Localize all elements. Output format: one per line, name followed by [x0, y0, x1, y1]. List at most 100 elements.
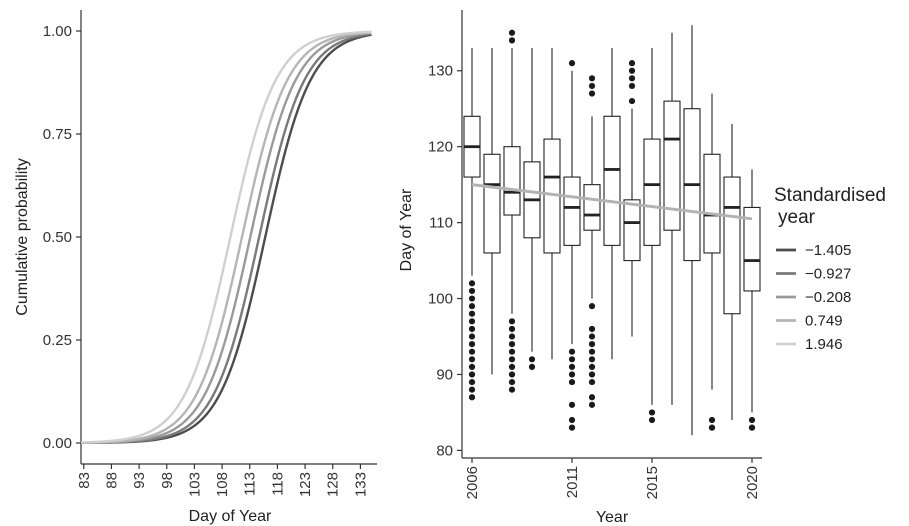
box-outlier-point	[468, 295, 476, 302]
box-outlier-point	[588, 394, 596, 401]
box-outlier-point	[508, 29, 516, 36]
box-outlier-point	[708, 416, 716, 424]
cdf-x-axis-title: Day of Year	[189, 508, 272, 525]
box-outlier-point	[468, 394, 476, 401]
box-outlier-point	[648, 409, 656, 416]
box-outlier-point	[468, 303, 476, 310]
box-outlier-point	[628, 75, 636, 82]
box-outlier-point	[568, 363, 576, 370]
cdf-y-ticks: 0.00 0.25 0.50 0.75 1.00	[43, 23, 81, 452]
cdf-x-tick-label: 108	[214, 472, 231, 497]
cdf-y-tick-label: 0.00	[43, 435, 72, 452]
cdf-panel: 0.00 0.25 0.50 0.75 1.00 83 88 93 98 103 108 113 11…	[14, 10, 377, 525]
box-outlier-point	[468, 378, 476, 386]
legend-items: −1.405 −0.927 −0.208 0.749 1.946	[776, 242, 851, 353]
legend-label: −1.405	[805, 242, 851, 259]
cdf-x-tick-label: 118	[269, 472, 286, 496]
box-outlier-point	[468, 348, 476, 355]
box-outlier-point	[468, 356, 476, 363]
cdf-x-tick-label: 133	[352, 472, 369, 497]
box-rect	[563, 176, 581, 246]
box-outlier-point	[568, 348, 576, 355]
box-outlier-point	[588, 82, 596, 90]
box-rect	[503, 146, 521, 216]
box-outlier-point	[568, 424, 576, 431]
cdf-curves	[80, 30, 372, 445]
box-outlier-point	[508, 363, 516, 370]
box-outlier-point	[568, 378, 576, 386]
box-outlier-point	[468, 280, 476, 287]
trend-layer	[471, 183, 753, 221]
box-outlier-point	[468, 318, 476, 325]
cdf-x-ticks: 83 88 93 98 103 108 113 118 123 128 133	[76, 464, 369, 497]
box-outlier-point	[628, 60, 636, 67]
cdf-y-tick-label: 0.50	[43, 229, 72, 246]
box-outlier-point	[468, 310, 476, 317]
box-outlier-point	[468, 287, 476, 295]
box-x-tick-label: 2015	[644, 466, 661, 499]
box-rect	[583, 184, 601, 231]
box-outlier-point	[468, 363, 476, 370]
box-outlier-point	[588, 75, 596, 82]
cdf-y-tick-label: 0.75	[43, 126, 72, 143]
box-outlier-point	[528, 363, 536, 370]
box-outlier-point	[508, 378, 516, 386]
box-outlier-point	[588, 90, 596, 97]
box-outlier-point	[468, 325, 476, 333]
box-outlier-point	[568, 356, 576, 363]
box-outlier-point	[748, 424, 756, 431]
box-outlier-point	[588, 371, 596, 378]
legend-label: −0.927	[805, 266, 851, 283]
box-y-tick-label: 120	[428, 139, 453, 156]
cdf-y-tick-label: 1.00	[43, 23, 72, 40]
cdf-x-tick-label: 83	[76, 472, 93, 489]
cdf-x-tick-label: 128	[325, 472, 342, 497]
box-outlier-point	[568, 371, 576, 378]
box-outlier-point	[568, 60, 576, 67]
cdf-series-line	[80, 30, 372, 444]
box-rect	[723, 176, 741, 315]
cdf-series-line	[80, 31, 372, 444]
box-outlier-point	[468, 371, 476, 378]
box-outlier-point	[528, 356, 536, 363]
box-outlier-point	[588, 303, 596, 310]
box-outlier-point	[508, 371, 516, 378]
box-panel: 80 90 100 110 120 130 2006 2011 2015 2020 Day of…	[398, 10, 762, 526]
legend-label: 1.946	[805, 336, 843, 353]
box-x-tick-label: 2006	[464, 466, 481, 499]
box-rect	[643, 138, 661, 246]
box-rect	[483, 153, 501, 254]
box-y-tick-label: 100	[428, 291, 453, 308]
box-outlier-point	[588, 325, 596, 333]
box-outlier-point	[508, 341, 516, 348]
box-y-axis-title: Day of Year	[398, 188, 415, 271]
cdf-y-axis-title: Cumulative probability	[14, 158, 31, 315]
box-outlier-point	[648, 416, 656, 424]
cdf-y-tick-label: 0.25	[43, 332, 72, 349]
trend-line	[471, 183, 753, 221]
box-outlier-point	[508, 348, 516, 355]
box-outlier-point	[588, 333, 596, 340]
box-y-tick-label: 110	[429, 215, 453, 232]
box-outlier-point	[628, 98, 636, 105]
cdf-x-tick-label: 123	[297, 472, 314, 497]
cdf-x-tick-label: 98	[159, 472, 176, 489]
cdf-x-tick-label: 113	[242, 472, 259, 496]
cdf-series-line	[80, 33, 372, 445]
box-y-tick-label: 130	[428, 63, 453, 80]
box-outlier-point	[568, 416, 576, 424]
box-outlier-point	[628, 67, 636, 74]
legend-title-line2: year	[778, 207, 816, 228]
box-x-tick-label: 2020	[744, 466, 761, 499]
box-outlier-point	[508, 356, 516, 363]
cdf-x-tick-label: 88	[103, 472, 120, 489]
box-rect	[603, 115, 621, 246]
box-outlier-point	[748, 416, 756, 424]
box-outlier-point	[508, 386, 516, 393]
box-outlier-point	[468, 333, 476, 340]
box-rect	[703, 153, 721, 254]
cdf-x-tick-label: 103	[186, 472, 203, 497]
box-outlier-point	[508, 37, 516, 44]
